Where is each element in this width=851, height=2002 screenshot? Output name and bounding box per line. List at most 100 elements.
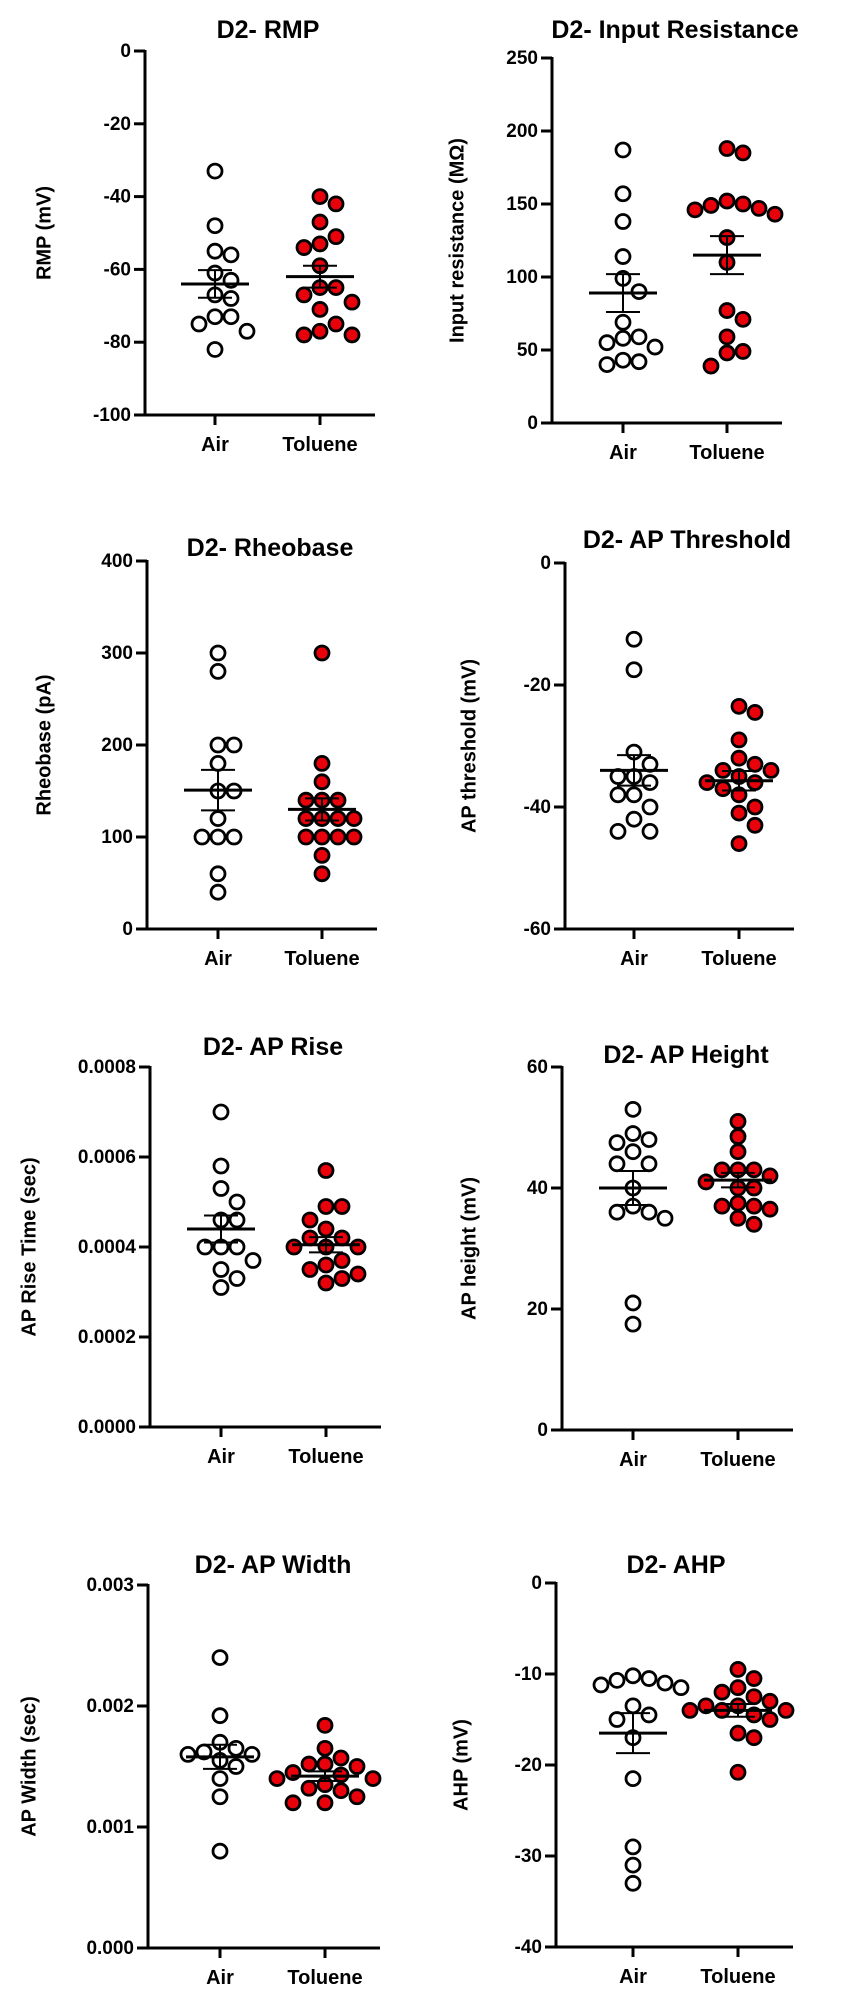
y-tick-label: 20 bbox=[527, 1299, 548, 1320]
data-point-toluene bbox=[311, 188, 329, 206]
data-point-toluene bbox=[734, 195, 752, 213]
data-point-toluene bbox=[313, 865, 331, 883]
data-point-air bbox=[211, 1842, 229, 1860]
x-tick-label: Toluene bbox=[700, 1449, 775, 1471]
data-point-air bbox=[608, 1155, 626, 1173]
data-point-toluene bbox=[761, 1200, 779, 1218]
data-point-air bbox=[624, 1315, 642, 1333]
data-point-toluene bbox=[777, 1702, 795, 1719]
chart-title: D2- Input Resistance bbox=[551, 16, 798, 44]
data-point-toluene bbox=[332, 1782, 350, 1800]
panel-1: D2- Input Resistance Input resistance (MΩ… bbox=[446, 16, 798, 464]
data-point-toluene bbox=[718, 192, 736, 210]
data-point-toluene bbox=[745, 1197, 763, 1215]
data-point-toluene bbox=[730, 749, 748, 767]
data-point-air bbox=[624, 1667, 642, 1685]
data-point-toluene bbox=[327, 228, 345, 246]
chart-title: D2- AP Threshold bbox=[583, 526, 791, 554]
data-point-air bbox=[209, 810, 227, 827]
data-point-air bbox=[624, 1100, 642, 1118]
y-tick-label: -60 bbox=[524, 919, 551, 940]
data-point-toluene bbox=[317, 1198, 335, 1215]
x-tick-label: Toluene bbox=[288, 1446, 363, 1468]
data-point-air bbox=[222, 246, 240, 264]
data-point-toluene bbox=[702, 197, 720, 214]
data-point-air bbox=[179, 1746, 197, 1763]
data-point-air bbox=[625, 661, 643, 679]
y-tick-label: 0.0004 bbox=[78, 1237, 137, 1258]
panel-6: D2- AP Width AP Width (sec) 0.003 0.002 0.00… bbox=[18, 1551, 382, 1989]
data-point-air bbox=[222, 308, 240, 326]
data-point-air bbox=[614, 351, 632, 369]
data-point-toluene bbox=[718, 328, 736, 346]
data-point-toluene bbox=[729, 1763, 747, 1781]
data-point-air bbox=[608, 1711, 626, 1728]
data-point-toluene bbox=[730, 835, 748, 852]
data-point-air bbox=[630, 353, 648, 371]
data-point-air bbox=[641, 823, 659, 840]
y-tick-label: 150 bbox=[506, 194, 538, 215]
data-point-toluene bbox=[311, 301, 329, 318]
data-point-toluene bbox=[300, 1755, 318, 1773]
data-point-toluene bbox=[311, 322, 329, 340]
data-point-toluene bbox=[345, 828, 363, 846]
x-tick-label: Air bbox=[609, 442, 637, 464]
y-tick-label: -20 bbox=[104, 114, 131, 135]
data-point-toluene bbox=[686, 201, 704, 219]
data-point-toluene bbox=[297, 828, 315, 846]
data-point-toluene bbox=[697, 1173, 715, 1191]
y-tick-label: -30 bbox=[515, 1846, 542, 1867]
data-point-air bbox=[608, 1671, 626, 1689]
data-point-air bbox=[211, 1770, 229, 1787]
y-tick-label: 40 bbox=[527, 1178, 548, 1199]
y-tick-label: -40 bbox=[524, 797, 551, 818]
x-tick-label: Toluene bbox=[284, 948, 359, 970]
data-point-toluene bbox=[762, 762, 780, 779]
data-point-toluene bbox=[313, 755, 331, 772]
data-point-toluene bbox=[316, 1755, 334, 1773]
data-point-toluene bbox=[301, 1261, 319, 1278]
data-point-toluene bbox=[766, 205, 784, 223]
data-point-toluene bbox=[730, 731, 748, 749]
y-tick-label: -100 bbox=[93, 405, 131, 426]
x-tick-label: Air bbox=[204, 948, 232, 970]
y-tick-label: 0 bbox=[540, 553, 551, 574]
data-point-air bbox=[608, 1134, 626, 1152]
data-point-toluene bbox=[317, 1274, 335, 1292]
data-point-air bbox=[211, 1788, 229, 1806]
data-point-toluene bbox=[734, 343, 752, 360]
data-point-air bbox=[206, 242, 224, 260]
chart-title: D2- AP Height bbox=[603, 1041, 769, 1069]
data-point-toluene bbox=[313, 773, 331, 791]
data-point-air bbox=[225, 828, 243, 846]
data-point-air bbox=[624, 1856, 642, 1874]
data-point-toluene bbox=[317, 1220, 335, 1238]
data-point-toluene bbox=[750, 199, 768, 217]
data-point-air bbox=[211, 1707, 229, 1725]
data-point-toluene bbox=[729, 1679, 747, 1697]
data-point-air bbox=[209, 865, 227, 883]
data-point-air bbox=[212, 1157, 230, 1175]
data-point-air bbox=[209, 828, 227, 846]
panel-2: D2- Rheobase Rheobase (pA) 400 300 200 100 0 Ai… bbox=[33, 534, 377, 970]
data-point-toluene bbox=[729, 1113, 747, 1130]
data-point-toluene bbox=[295, 326, 313, 344]
data-point-air bbox=[672, 1679, 690, 1697]
data-point-air bbox=[641, 798, 659, 816]
data-point-air bbox=[624, 1770, 642, 1788]
data-point-air bbox=[624, 1874, 642, 1892]
y-tick-label: 300 bbox=[101, 643, 133, 664]
data-point-toluene bbox=[729, 1209, 747, 1227]
y-tick-label: 0 bbox=[122, 919, 133, 940]
data-point-toluene bbox=[746, 774, 764, 791]
data-point-air bbox=[206, 162, 224, 180]
panel-7: D2- AHP AHP (mV) 0 -10 -20 -30 -40 Air Toluene bbox=[450, 1551, 795, 1988]
data-point-air bbox=[624, 1697, 642, 1715]
data-point-air bbox=[608, 1203, 626, 1221]
data-point-air bbox=[614, 248, 632, 265]
data-point-air bbox=[592, 1676, 610, 1694]
chart-title: D2- Rheobase bbox=[187, 534, 354, 562]
data-point-toluene bbox=[313, 847, 331, 864]
data-point-air bbox=[211, 1649, 229, 1666]
